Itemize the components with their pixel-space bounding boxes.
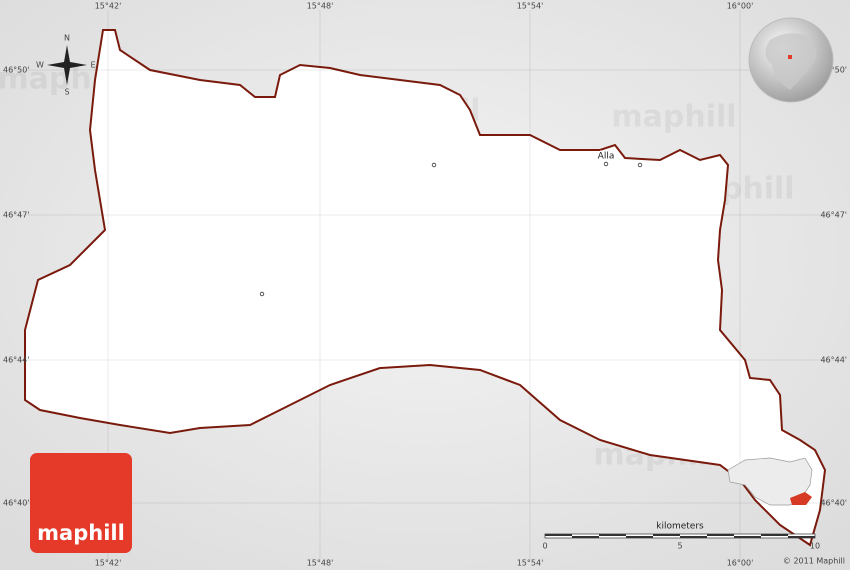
scale-bar-segment xyxy=(545,534,572,536)
grid-label: 46°40' xyxy=(3,499,30,508)
scale-bar-segment xyxy=(653,534,680,536)
place-marker xyxy=(637,162,643,168)
grid-label: 46°40' xyxy=(820,499,847,508)
grid-label: 46°47' xyxy=(820,211,847,220)
scale-unit: kilometers xyxy=(656,522,704,532)
grid-label: 46°50' xyxy=(820,66,847,75)
scale-bar-segment xyxy=(734,536,761,538)
grid-label: 46°47' xyxy=(3,211,30,220)
grid-label: 15°48' xyxy=(307,559,334,568)
place-label: Alla xyxy=(598,152,615,162)
logo-box xyxy=(30,453,132,553)
inset-highlight xyxy=(790,492,812,505)
logo-text: maphill xyxy=(37,521,125,545)
grid-label: 15°54' xyxy=(517,2,544,11)
compass-w: W xyxy=(36,61,44,70)
globe-marker xyxy=(788,55,792,59)
compass-s: S xyxy=(64,88,69,97)
grid-label: 16°00' xyxy=(727,2,754,11)
grid-label: 15°42' xyxy=(95,559,122,568)
scale-bar-segment xyxy=(680,536,707,538)
scale-label: 10 xyxy=(810,542,820,551)
scale-bar-segment xyxy=(788,536,815,538)
scale-label: 5 xyxy=(677,542,682,551)
scale-bar-segment xyxy=(707,534,734,536)
compass-e: E xyxy=(90,61,95,70)
grid-label: 16°00' xyxy=(727,559,754,568)
grid-label: 46°44' xyxy=(820,356,847,365)
scale-bar-segment xyxy=(761,534,788,536)
globe-land xyxy=(765,33,817,90)
grid-label: 46°50' xyxy=(3,66,30,75)
region xyxy=(24,29,827,547)
place-marker xyxy=(259,291,265,297)
scale-label: 0 xyxy=(542,542,547,551)
grid-label: 46°44' xyxy=(3,356,30,365)
scale-bar-segment xyxy=(626,536,653,538)
place-marker xyxy=(431,162,437,168)
compass-rose xyxy=(47,45,87,85)
watermark: maphill xyxy=(611,100,736,135)
copyright: © 2011 Maphill xyxy=(783,557,845,566)
scale-bar-segment xyxy=(599,534,626,536)
grid-label: 15°48' xyxy=(307,2,334,11)
grid-label: 15°54' xyxy=(517,559,544,568)
compass-n: N xyxy=(64,34,70,43)
place-marker xyxy=(603,161,609,167)
grid-label: 15°42' xyxy=(95,2,122,11)
scale-bar-segment xyxy=(572,536,599,538)
